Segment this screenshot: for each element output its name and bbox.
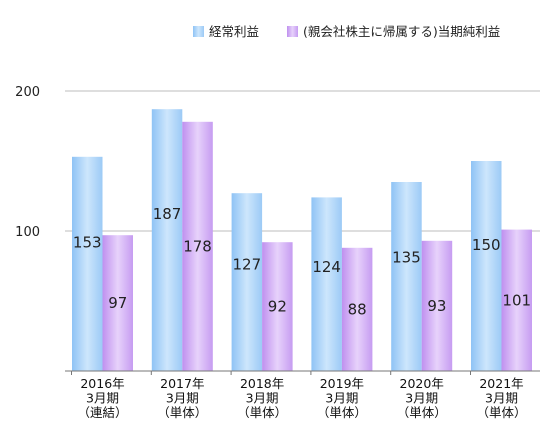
data-label: 178 — [183, 237, 212, 255]
x-tick-label: 2018年 — [240, 376, 284, 391]
bar-net-income-4 — [421, 240, 453, 371]
legend: 経常利益 (親会社株主に帰属する)当期純利益 — [193, 24, 500, 39]
data-label: 124 — [312, 258, 341, 276]
legend-label-1: (親会社株主に帰属する)当期純利益 — [303, 24, 500, 39]
x-tick-label: 3月期 — [246, 391, 279, 406]
x-tick-label: 3月期 — [485, 391, 518, 406]
data-label: 93 — [427, 297, 446, 315]
data-label: 187 — [153, 205, 182, 223]
x-tick-label: （連結） — [77, 405, 127, 420]
x-axis: 2016年3月期（連結）2017年3月期（単体）2018年3月期（単体）2019… — [65, 370, 540, 420]
data-label: 135 — [392, 249, 421, 267]
bar-net-income-5 — [501, 229, 532, 371]
bar-net-income-0 — [102, 235, 133, 371]
bar-ordinary-profit-2 — [231, 193, 263, 371]
legend-swatch-0 — [193, 26, 204, 37]
data-label: 92 — [268, 298, 287, 316]
data-label: 153 — [73, 233, 102, 251]
legend-swatch-1 — [287, 26, 298, 37]
data-label: 150 — [472, 236, 501, 254]
data-label: 97 — [108, 294, 127, 312]
bar-net-income-3 — [341, 247, 373, 371]
x-tick-label: （単体） — [476, 405, 526, 420]
x-tick-label: 2016年 — [80, 376, 124, 391]
grid: 100 200 — [15, 85, 540, 240]
bar-net-income-2 — [262, 242, 293, 371]
y-tick-label: 200 — [15, 85, 40, 100]
bar-ordinary-profit-0 — [72, 156, 103, 371]
x-tick-label: （単体） — [317, 405, 367, 420]
legend-label-0: 経常利益 — [209, 24, 259, 39]
x-tick-label: 3月期 — [166, 391, 199, 406]
bars — [72, 109, 532, 371]
x-tick-label: （単体） — [397, 405, 447, 420]
x-tick-label: 3月期 — [405, 391, 438, 406]
x-tick-label: 2017年 — [160, 376, 204, 391]
data-label: 127 — [233, 255, 262, 273]
x-tick-label: 2021年 — [479, 376, 523, 391]
x-tick-label: 3月期 — [86, 391, 119, 406]
x-tick-label: 2019年 — [320, 376, 364, 391]
x-tick-label: （単体） — [237, 405, 287, 420]
data-label: 88 — [348, 300, 367, 318]
data-label: 101 — [502, 291, 531, 309]
bar-ordinary-profit-1 — [151, 109, 183, 371]
bar-ordinary-profit-5 — [471, 161, 502, 371]
x-tick-label: 2020年 — [400, 376, 444, 391]
x-tick-label: （単体） — [157, 405, 207, 420]
y-tick-label: 100 — [15, 225, 40, 240]
bar-net-income-1 — [182, 121, 213, 371]
bar-ordinary-profit-4 — [391, 182, 422, 371]
bar-ordinary-profit-3 — [311, 197, 342, 371]
x-tick-label: 3月期 — [325, 391, 358, 406]
